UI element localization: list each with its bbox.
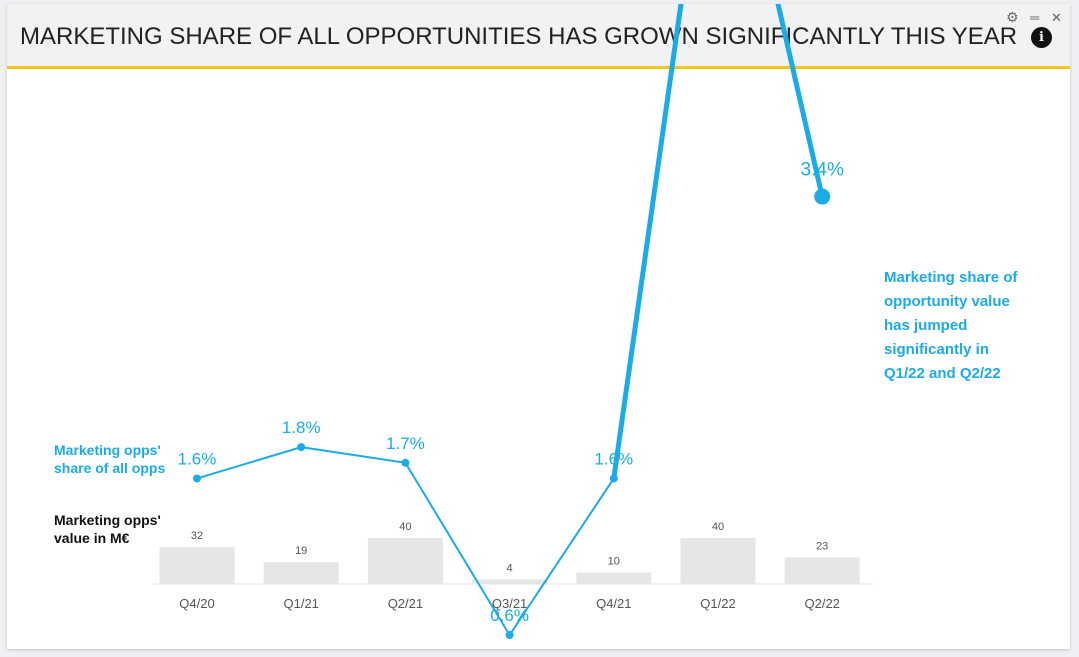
- gear-icon[interactable]: ⚙: [1006, 9, 1019, 25]
- bar-value-label: 23: [816, 541, 828, 553]
- bar-Q2/22: [784, 557, 860, 584]
- bar-Q1/21: [263, 562, 339, 584]
- line-segment: [300, 446, 407, 464]
- x-tick-label: Q1/21: [283, 596, 318, 611]
- bar-Q1/22: [680, 538, 756, 584]
- line-point-Q4/20: [193, 474, 201, 483]
- x-tick-label: Q4/20: [179, 596, 214, 611]
- bar-series-label: Marketing opps' value in M€: [54, 512, 161, 546]
- bar-Q2/21: [367, 538, 443, 584]
- x-tick-label: Q1/22: [700, 596, 735, 611]
- bar-value-label: 40: [712, 521, 724, 533]
- line-point-Q1/21: [297, 443, 306, 452]
- x-tick-label: Q2/22: [804, 596, 839, 611]
- line-value-label: 1.6%: [178, 449, 217, 468]
- close-icon[interactable]: ✕: [1051, 10, 1062, 25]
- x-tick-label: Q4/21: [596, 596, 631, 611]
- line-series-label: Marketing opps' share of all opps: [54, 442, 166, 476]
- x-tick-labels: Q4/20 Q1/21 Q2/21 Q3/21 Q4/21 Q1/22 Q2/22: [179, 596, 840, 611]
- bar-value-label: 40: [399, 521, 411, 533]
- bar-value-label: 32: [191, 530, 203, 542]
- line-point-Q2/22: [814, 188, 831, 205]
- bar-value-label: 10: [608, 556, 620, 568]
- line-point-Q3/21: [505, 631, 514, 640]
- bar-value-label: 19: [295, 545, 307, 557]
- x-tick-label: Q2/21: [388, 596, 423, 611]
- line-segment: [404, 461, 511, 637]
- annotation-text: Marketing share of opportunity value has…: [884, 269, 1018, 382]
- menu-icon[interactable]: ═: [1030, 10, 1040, 25]
- line-segment: [611, 4, 684, 481]
- bars-layer: 32 19 40 4 10 40 23: [159, 521, 860, 584]
- line-layer: 1.6%1.8%1.7%0.6%1.6%6.3%3.4%: [178, 4, 844, 640]
- x-tick-label: Q3/21: [492, 596, 527, 611]
- line-point-Q4/21: [609, 474, 618, 483]
- line-value-label: 1.7%: [386, 434, 425, 453]
- line-value-label: 3.4%: [801, 160, 844, 181]
- line-segment: [775, 4, 825, 200]
- line-point-Q2/21: [401, 458, 410, 467]
- panel-header: MARKETING SHARE OF ALL OPPORTUNITIES HAS…: [7, 4, 1070, 69]
- line-segment: [508, 477, 615, 637]
- page-title: MARKETING SHARE OF ALL OPPORTUNITIES HAS…: [20, 23, 1018, 50]
- chart-panel: MARKETING SHARE OF ALL OPPORTUNITIES HAS…: [7, 4, 1070, 649]
- line-value-label: 1.6%: [594, 449, 633, 468]
- bar-Q4/20: [159, 547, 235, 584]
- bar-Q3/21: [472, 579, 548, 584]
- line-segment: [196, 446, 303, 480]
- line-value-label: 0.6%: [490, 606, 529, 625]
- line-value-label: 1.8%: [282, 418, 321, 437]
- bar-value-label: 4: [507, 562, 513, 574]
- bar-Q4/21: [576, 572, 652, 584]
- info-icon[interactable]: i: [1031, 27, 1052, 48]
